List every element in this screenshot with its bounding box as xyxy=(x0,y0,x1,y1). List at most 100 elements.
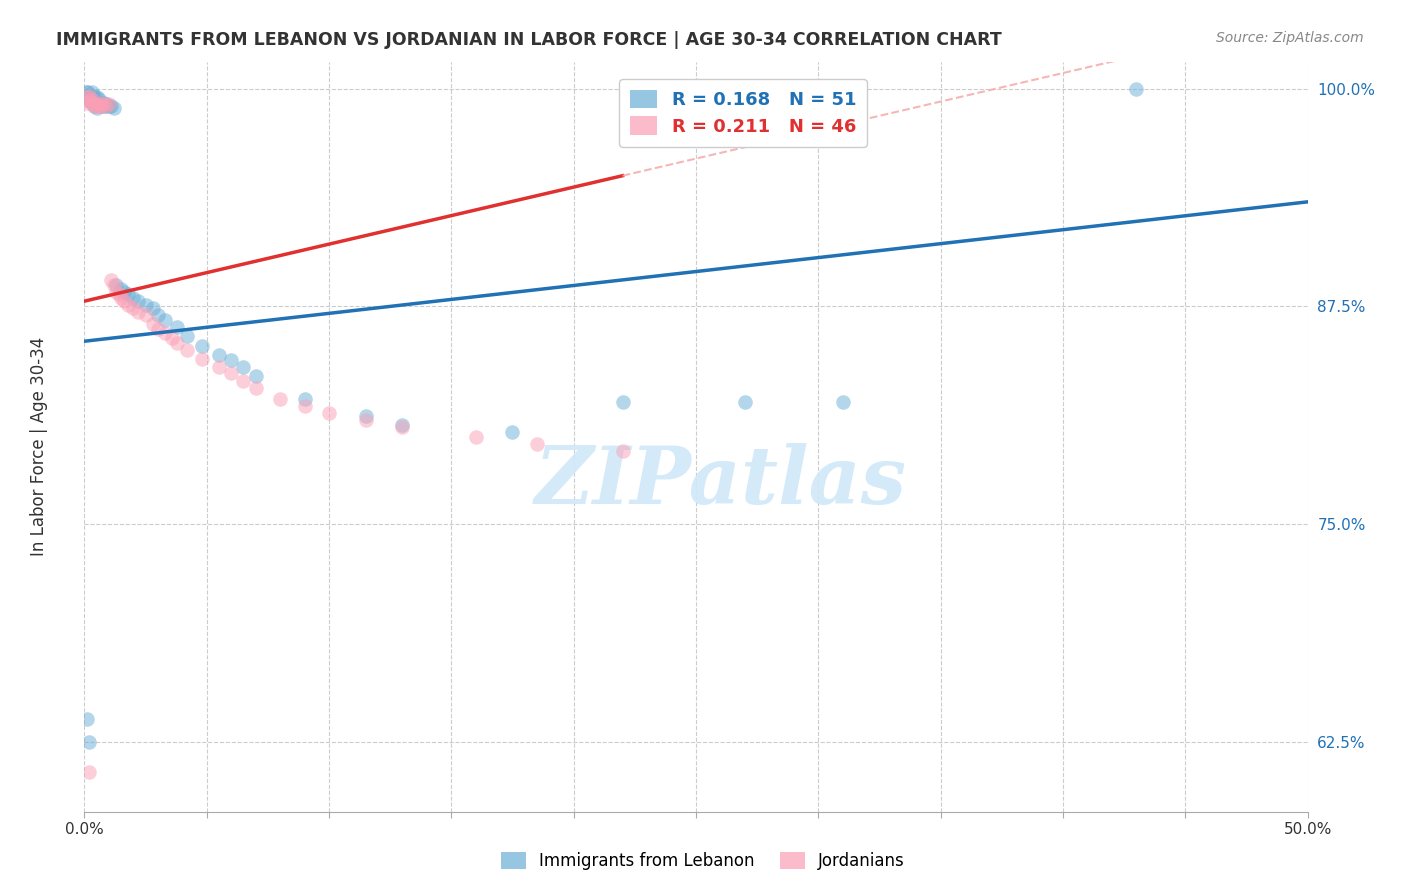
Point xyxy=(176,329,198,343)
Point xyxy=(87,97,110,112)
Point xyxy=(122,291,145,305)
Point xyxy=(153,326,176,340)
Point xyxy=(146,308,169,322)
Point xyxy=(294,392,316,406)
Point xyxy=(176,343,198,357)
Point xyxy=(76,85,98,99)
Legend: Immigrants from Lebanon, Jordanians: Immigrants from Lebanon, Jordanians xyxy=(495,845,911,877)
Point xyxy=(77,88,100,103)
Point xyxy=(354,412,377,426)
Point xyxy=(76,85,98,99)
Point xyxy=(90,95,112,110)
Point xyxy=(122,301,145,315)
Point xyxy=(76,90,98,104)
Point xyxy=(107,287,129,301)
Point xyxy=(162,331,184,345)
Point xyxy=(612,395,634,409)
Point xyxy=(391,417,413,432)
Point xyxy=(232,360,254,375)
Point xyxy=(80,94,103,108)
Point xyxy=(90,95,112,110)
Point xyxy=(245,369,267,384)
Point xyxy=(96,99,118,113)
Point xyxy=(93,97,115,112)
Point xyxy=(191,339,214,353)
Point xyxy=(391,419,413,434)
Point xyxy=(83,95,105,110)
Point xyxy=(87,99,110,113)
Point xyxy=(208,360,231,375)
Point xyxy=(502,425,524,439)
Point xyxy=(96,97,118,112)
Point xyxy=(110,291,132,305)
Point xyxy=(1125,81,1147,95)
Point xyxy=(112,285,135,300)
Point xyxy=(117,298,139,312)
Point xyxy=(93,95,115,110)
Point xyxy=(354,409,377,424)
Point xyxy=(734,395,756,409)
Point xyxy=(142,317,165,331)
Point xyxy=(146,322,169,336)
Point xyxy=(96,99,118,113)
Point xyxy=(153,313,176,327)
Point xyxy=(86,99,108,113)
Point xyxy=(97,99,120,113)
Point xyxy=(76,712,98,726)
Point xyxy=(100,99,122,113)
Point xyxy=(110,282,132,296)
Point xyxy=(77,764,100,779)
Point xyxy=(612,444,634,458)
Point xyxy=(83,99,105,113)
Point xyxy=(86,97,108,112)
Point xyxy=(318,406,340,420)
Point xyxy=(142,301,165,315)
Point xyxy=(90,99,112,113)
Point xyxy=(219,366,242,380)
Text: IMMIGRANTS FROM LEBANON VS JORDANIAN IN LABOR FORCE | AGE 30-34 CORRELATION CHAR: IMMIGRANTS FROM LEBANON VS JORDANIAN IN … xyxy=(56,31,1002,49)
Point xyxy=(135,308,157,322)
Point xyxy=(191,351,214,366)
Point xyxy=(166,320,188,334)
Point xyxy=(112,294,135,309)
Text: Source: ZipAtlas.com: Source: ZipAtlas.com xyxy=(1216,31,1364,45)
Point xyxy=(294,399,316,413)
Point xyxy=(219,353,242,368)
Point xyxy=(127,294,149,309)
Point xyxy=(100,273,122,287)
Point xyxy=(80,90,103,104)
Point xyxy=(86,101,108,115)
Point xyxy=(77,94,100,108)
Point xyxy=(127,304,149,318)
Point xyxy=(77,94,100,108)
Legend: R = 0.168   N = 51, R = 0.211   N = 46: R = 0.168 N = 51, R = 0.211 N = 46 xyxy=(620,79,868,146)
Point xyxy=(105,278,128,293)
Point xyxy=(86,95,108,110)
Point xyxy=(103,101,125,115)
Point xyxy=(117,287,139,301)
Point xyxy=(166,336,188,351)
Point xyxy=(93,99,115,113)
Point xyxy=(245,381,267,395)
Text: In Labor Force | Age 30-34: In Labor Force | Age 30-34 xyxy=(31,336,48,556)
Point xyxy=(105,285,128,300)
Point xyxy=(80,95,103,110)
Point xyxy=(90,99,112,113)
Point xyxy=(77,735,100,749)
Point xyxy=(83,99,105,113)
Point xyxy=(83,94,105,108)
Point xyxy=(83,88,105,103)
Point xyxy=(135,298,157,312)
Point xyxy=(76,95,98,110)
Point xyxy=(80,85,103,99)
Point xyxy=(526,437,548,451)
Text: ZIPatlas: ZIPatlas xyxy=(534,443,907,521)
Point xyxy=(86,90,108,104)
Point xyxy=(269,392,291,406)
Point xyxy=(80,92,103,106)
Point xyxy=(831,395,853,409)
Point xyxy=(77,88,100,103)
Point xyxy=(103,278,125,293)
Point xyxy=(97,97,120,112)
Point xyxy=(232,374,254,388)
